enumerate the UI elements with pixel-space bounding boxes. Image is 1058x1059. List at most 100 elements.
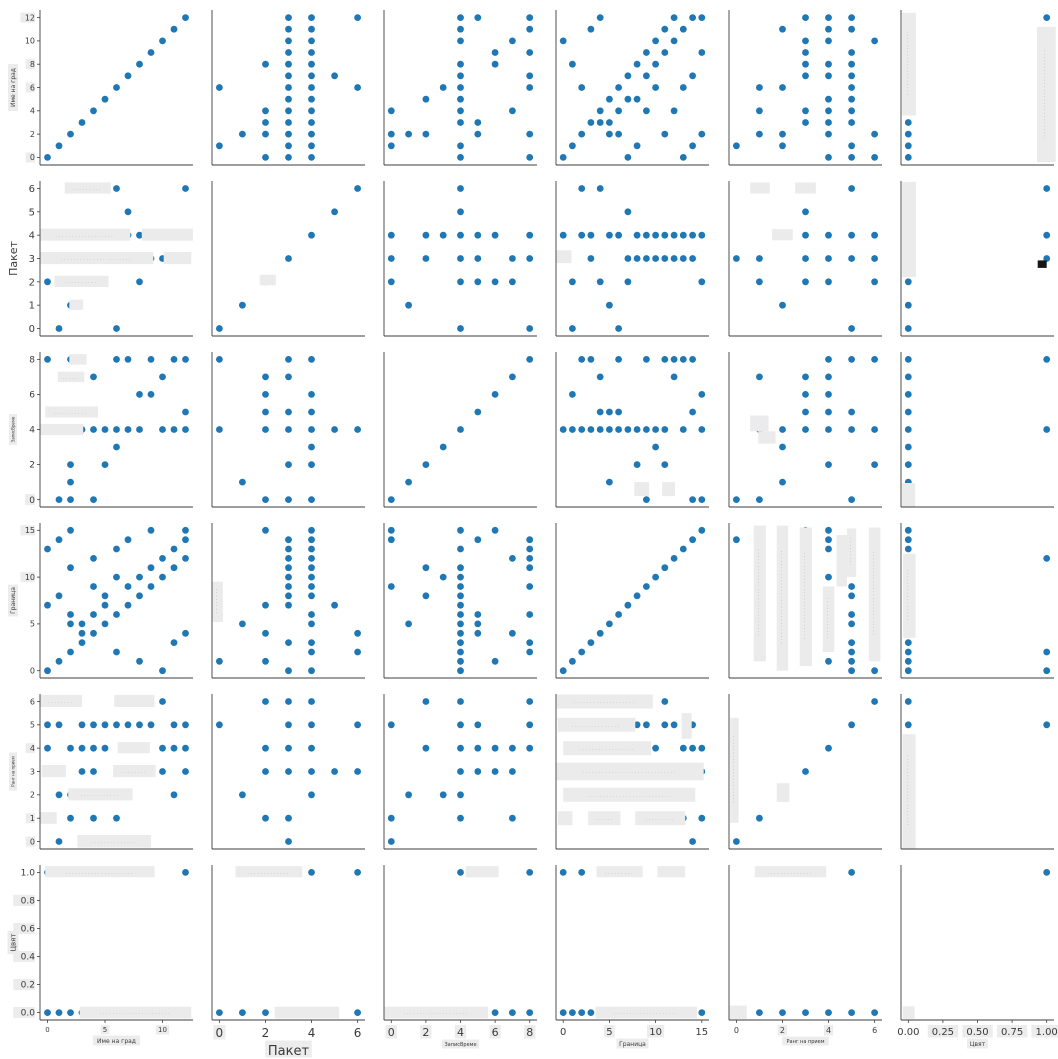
data-point bbox=[643, 721, 650, 729]
data-point bbox=[67, 814, 74, 822]
data-point bbox=[587, 25, 595, 33]
data-point bbox=[457, 185, 464, 192]
tick-label-box bbox=[385, 1025, 397, 1039]
data-point bbox=[526, 255, 534, 262]
annotation-box bbox=[596, 866, 643, 878]
data-point bbox=[652, 84, 659, 91]
data-point bbox=[124, 721, 132, 729]
scatter-cell-r1c1: 0 2 4 6 8 10 12 Име на град bbox=[8, 10, 193, 166]
annotation-box bbox=[754, 866, 827, 878]
data-point bbox=[308, 583, 315, 590]
data-point bbox=[491, 231, 499, 239]
data-point bbox=[90, 744, 97, 752]
data-point bbox=[285, 698, 292, 705]
x-tick-label: 10 bbox=[649, 1027, 662, 1038]
data-point bbox=[262, 657, 269, 665]
y-axis-label: Граница bbox=[10, 587, 17, 614]
annotation-box bbox=[902, 483, 916, 508]
data-point bbox=[354, 14, 361, 21]
data-point bbox=[825, 14, 832, 21]
y-tick-label: 3 bbox=[29, 254, 35, 265]
scatter-cell-canvas bbox=[728, 181, 882, 337]
axis-label-box bbox=[9, 414, 17, 445]
data-point bbox=[652, 60, 659, 68]
data-point bbox=[904, 130, 912, 138]
data-point bbox=[679, 356, 687, 363]
data-point bbox=[587, 119, 595, 126]
data-point bbox=[526, 545, 534, 553]
data-point bbox=[1043, 555, 1051, 562]
data-point bbox=[825, 426, 832, 433]
data-point bbox=[182, 768, 189, 775]
data-point bbox=[101, 620, 109, 628]
data-point bbox=[871, 1009, 878, 1016]
data-point bbox=[624, 601, 632, 609]
data-point bbox=[136, 657, 143, 665]
data-point bbox=[615, 408, 622, 416]
data-point bbox=[904, 721, 912, 729]
data-point bbox=[285, 119, 292, 126]
data-point bbox=[457, 768, 464, 775]
data-point bbox=[698, 231, 706, 239]
data-point bbox=[136, 60, 143, 68]
data-point bbox=[90, 373, 97, 381]
y-tick-label: 4 bbox=[30, 107, 35, 116]
data-point bbox=[491, 60, 499, 68]
data-point bbox=[802, 373, 809, 381]
data-point bbox=[624, 426, 632, 433]
tick-label-box bbox=[13, 894, 35, 906]
data-point bbox=[457, 564, 464, 572]
data-point bbox=[101, 721, 109, 729]
data-point bbox=[262, 119, 269, 126]
data-point bbox=[101, 426, 109, 433]
data-point bbox=[779, 130, 786, 138]
data-point bbox=[124, 72, 132, 80]
data-point bbox=[578, 130, 586, 138]
data-point bbox=[457, 95, 464, 103]
annotation-box bbox=[69, 354, 87, 365]
data-point bbox=[661, 564, 669, 572]
data-point bbox=[779, 426, 786, 433]
scatter-cell-r2c3 bbox=[383, 181, 537, 337]
data-point bbox=[670, 721, 678, 729]
annotation-box bbox=[902, 1006, 915, 1019]
data-point bbox=[670, 14, 678, 21]
data-point bbox=[285, 768, 292, 775]
data-point bbox=[848, 119, 855, 126]
axis-label-box bbox=[265, 1040, 312, 1058]
scatter-cell-r3c1: ............... 0 2 4 6 8 ЗаписВреме bbox=[9, 352, 193, 508]
annotation-dotted-text: ...................... bbox=[99, 1010, 171, 1015]
data-point bbox=[779, 142, 786, 150]
data-point bbox=[606, 130, 613, 138]
data-point bbox=[661, 698, 669, 705]
data-point bbox=[422, 95, 430, 103]
scatter-cell-canvas: ............... 0 2 4 6 8 ЗаписВреме bbox=[9, 352, 193, 508]
annotation-dotted-text: ................ bbox=[907, 570, 912, 622]
annotation-box bbox=[868, 527, 881, 662]
data-point bbox=[216, 325, 223, 332]
x-tick-label: 0 bbox=[45, 1026, 49, 1034]
data-point bbox=[802, 60, 809, 68]
data-point bbox=[55, 536, 63, 544]
data-point bbox=[457, 791, 464, 799]
data-point bbox=[170, 426, 178, 433]
data-point bbox=[182, 14, 189, 21]
data-point bbox=[262, 496, 269, 503]
data-point bbox=[457, 601, 464, 609]
annotation-box bbox=[750, 415, 769, 432]
annotation-dotted-text: ............... bbox=[572, 722, 621, 727]
data-point bbox=[825, 278, 832, 286]
data-point bbox=[182, 555, 189, 562]
scatter-cell-r6c5: .............. 0 2 4 6 Ранг на прием bbox=[728, 865, 882, 1046]
data-point bbox=[182, 629, 189, 637]
data-point bbox=[308, 555, 315, 562]
data-point bbox=[871, 130, 878, 138]
scatter-cell-canvas bbox=[383, 181, 537, 337]
data-point bbox=[405, 130, 412, 138]
data-point bbox=[825, 391, 832, 398]
annotation-dotted-text: ...................... bbox=[906, 755, 911, 827]
data-point bbox=[526, 356, 534, 363]
data-point bbox=[615, 84, 622, 91]
data-point bbox=[848, 408, 855, 416]
